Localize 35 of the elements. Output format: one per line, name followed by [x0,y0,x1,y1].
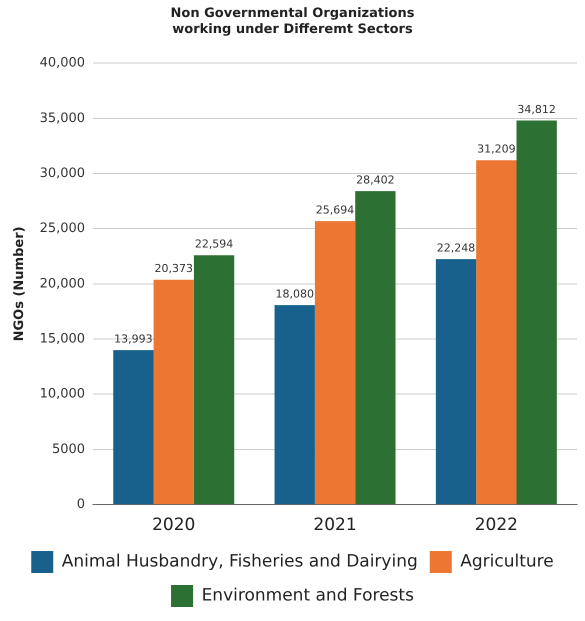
y-tick-label: 20,000 [40,276,86,292]
data-label: 25,694 [316,203,354,216]
y-tick-label: 10,000 [40,386,86,402]
y-tick-label: 15,000 [40,331,86,346]
data-label: 13,993 [114,332,153,346]
bar [154,280,194,504]
bar [476,160,517,504]
x-tick-label: 2021 [313,515,357,536]
bar [314,221,356,504]
x-tick-label: 2020 [152,515,196,536]
bar [436,259,476,504]
y-tick-label: 30,000 [40,166,86,181]
bar [355,191,396,504]
bar [194,255,234,504]
data-label: 20,373 [154,262,193,276]
chart-title: Non Governmental Organizations working under Differemt Sectors [170,6,415,37]
y-tick-label: 40,000 [40,56,86,71]
y-tick-label: 35,000 [40,110,86,126]
legend-label: Agriculture [460,551,554,572]
y-tick-label: 25,000 [40,221,86,236]
bar [274,305,315,504]
y-tick-label: 5000 [52,442,86,457]
data-label: 22,594 [194,238,234,251]
x-tick-label: 2022 [474,515,518,536]
bar [113,350,154,504]
legend-label: Animal Husbandry, Fisheries and Dairying [62,551,418,572]
y-tick-label: 0 [76,496,86,512]
data-label: 28,402 [356,174,395,187]
data-label: 18,080 [275,287,314,300]
data-label: 22,248 [436,241,476,254]
y-axis-title: NGOs (Number) [12,226,28,342]
legend-label: Environment and Forests [202,585,414,606]
data-label: 31,209 [477,142,516,156]
data-label: 34,812 [517,102,556,116]
bar [516,120,557,504]
